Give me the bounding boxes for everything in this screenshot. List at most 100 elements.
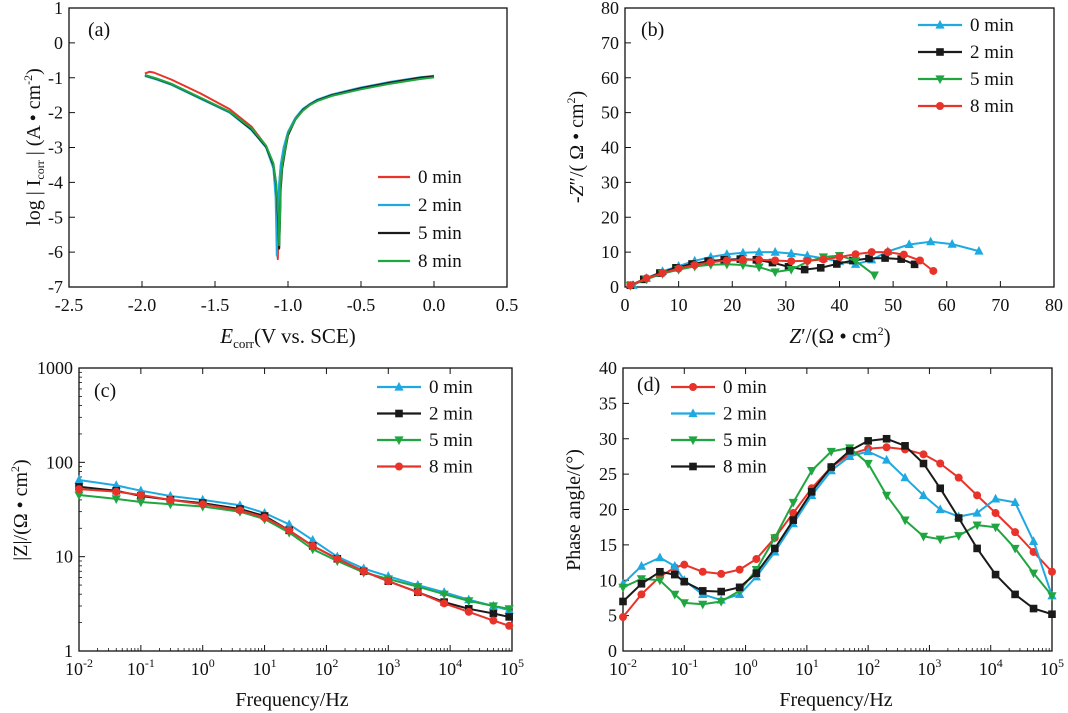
panel-b-ytick-label: 20 — [601, 207, 619, 227]
panel-c-ylabel: |Z|/(Ω • cm2) — [8, 459, 32, 560]
panel-b-data-point — [899, 250, 908, 259]
panel-d-data-point — [637, 579, 646, 588]
panel-b-data-point — [819, 255, 828, 264]
panel-c-xtick-label: 104 — [438, 656, 462, 679]
panel-d-data-point — [973, 544, 981, 553]
panel-d-data-point — [716, 597, 726, 607]
panel-a-xtick-label: -0.5 — [347, 295, 376, 315]
panel-b-data-point — [947, 239, 957, 248]
panel-b-data-point — [833, 260, 841, 268]
panel-d-data-point — [991, 570, 1000, 579]
panel-d-data-point — [698, 587, 707, 595]
panel-d-data-point — [919, 459, 928, 468]
panel-c-data-point — [308, 534, 318, 544]
panel-d-data-point — [1048, 610, 1056, 619]
panel-b-data-point — [929, 266, 938, 275]
panel-c-data-point — [489, 609, 498, 618]
panel-a-series-line — [144, 74, 435, 257]
panel-b-xtick-label: 60 — [938, 295, 956, 315]
panel-d-data-point — [901, 442, 909, 450]
panel-b-ylabel: -Z″/( Ω • cm2) — [564, 91, 588, 203]
panel-c-data-point — [440, 599, 449, 608]
panel-d-data-point — [990, 523, 1001, 533]
panel-a-ylabel-pre: log | I — [23, 180, 45, 226]
panel-c-data-point — [136, 491, 145, 500]
panel-a: -2.5 -2.0 -1.5 -1.0 -0.5 0.0 0.5 -7 -6 -5 -4 -3 -2 -1… — [21, 0, 518, 351]
panel-d-data-point — [807, 488, 816, 496]
panel-d-ytick-label: 5 — [608, 606, 617, 626]
panel-d-data-point — [752, 555, 761, 564]
panel-d-data-point — [827, 463, 836, 471]
panel-c-frame — [78, 367, 513, 652]
panel-a-legend-label: 2 min — [418, 195, 462, 216]
panel-c-plot: 10-2 10-1 100 101 102 103 104 105 1 10 100 1000 0 mi… — [37, 358, 524, 679]
panel-d-data-point — [919, 450, 928, 459]
panel-a-xtick-label: -2.0 — [128, 295, 157, 315]
panel-c-ylabel-end: ) — [10, 459, 32, 466]
panel-a-ytick-label: -5 — [48, 207, 63, 227]
panel-c-ytick-label: 1 — [64, 641, 73, 661]
panel-d-plot: 10-2 10-1 100 101 102 103 104 105 0 5 10 15 20 25 30 35… — [599, 358, 1064, 679]
panel-b-data-point — [926, 236, 936, 246]
panel-b-xlabel-end: ) — [884, 324, 891, 348]
panel-d-data-point — [1028, 569, 1039, 579]
panel-b-xtick-label: 70 — [991, 295, 1009, 315]
panel-c: 10-2 10-1 100 101 102 103 104 105 1 10 100 1000 0 mi… — [8, 358, 524, 711]
panel-c-legend-label: 2 min — [429, 404, 473, 425]
panel-c-ylabel-sup: 2 — [8, 466, 22, 472]
panel-d: 10-2 10-1 100 101 102 103 104 105 0 5 10 15 20 25 30 35… — [563, 358, 1064, 711]
panel-b-data-point — [738, 255, 747, 264]
panel-b-data-point — [755, 255, 764, 264]
panel-a-ytick-label: -4 — [48, 172, 63, 192]
panel-c-data-point — [111, 495, 121, 504]
panel-a-xlabel: Ecorr(V vs. SCE) — [219, 324, 355, 351]
panel-c-data-point — [260, 513, 269, 522]
panel-d-data-point — [670, 590, 680, 600]
panel-a-ytick-label: -1 — [48, 68, 63, 88]
panel-d-data-point — [1029, 604, 1038, 613]
panel-b-xtick-label: 50 — [884, 295, 902, 315]
panel-c-data-point — [505, 621, 514, 630]
panel-a-xtick-label: -1.0 — [274, 295, 303, 315]
panel-d-data-point — [655, 552, 665, 562]
panel-c-xtick-label: 10-2 — [65, 656, 93, 679]
panel-d-data-point — [636, 575, 647, 584]
panel-c-xtick-label: 105 — [500, 656, 524, 679]
panel-c-data-point — [285, 526, 294, 535]
panel-b-data-point — [803, 256, 812, 265]
panel-d-xtick-label: 104 — [979, 656, 1003, 679]
panel-a-ylabel-end: ) — [23, 68, 45, 75]
panel-c-legend-marker — [394, 381, 404, 391]
panel-b-legend-marker — [936, 48, 944, 56]
panel-a-xlabel-sub: corr — [233, 336, 255, 351]
panel-d-label: (d) — [637, 374, 660, 396]
panel-c-data-point — [111, 480, 121, 489]
panel-b-data-point — [851, 250, 860, 259]
panel-b-data-point — [786, 248, 796, 258]
panel-c-data-point — [136, 498, 146, 508]
panel-a-plot: -2.5 -2.0 -1.5 -1.0 -0.5 0.0 0.5 -7 -6 -5 -4 -3 -2 -1… — [48, 0, 518, 315]
panel-d-xtick-label: 10-1 — [670, 656, 698, 679]
panel-b-data-point — [787, 257, 796, 266]
panel-b-data-point — [897, 255, 905, 263]
panel-a-ytick-label: 1 — [54, 0, 63, 18]
panel-b-data-point — [800, 265, 809, 274]
panel-a-frame — [68, 7, 508, 288]
panel-b-xlabel-post: /(Ω • cm — [806, 324, 878, 348]
panel-b-ytick-label: 50 — [601, 103, 619, 123]
panel-a-series-line — [144, 74, 435, 250]
panel-b-plot: 0 10 20 30 40 50 60 70 80 0 10 20 30 40 50 60 70 80 0 min 2… — [601, 0, 1063, 315]
panel-d-data-point — [636, 561, 647, 570]
panel-b-ytick-label: 0 — [610, 277, 619, 297]
panel-b-data-point — [865, 254, 873, 263]
panel-d-data-point — [972, 521, 982, 531]
panel-b-ylabel-end: ) — [566, 91, 588, 98]
panel-d-legend-label: 2 min — [723, 404, 767, 425]
panel-d-xlabel: Frequency/Hz — [779, 689, 892, 711]
panel-b-legend-label: 2 min — [970, 42, 1014, 63]
panel-d-legend-marker — [688, 408, 698, 418]
panel-d-data-point — [1011, 590, 1019, 599]
panel-c-ytick-label: 10 — [55, 547, 73, 567]
panel-d-xtick-label: 102 — [856, 656, 880, 679]
